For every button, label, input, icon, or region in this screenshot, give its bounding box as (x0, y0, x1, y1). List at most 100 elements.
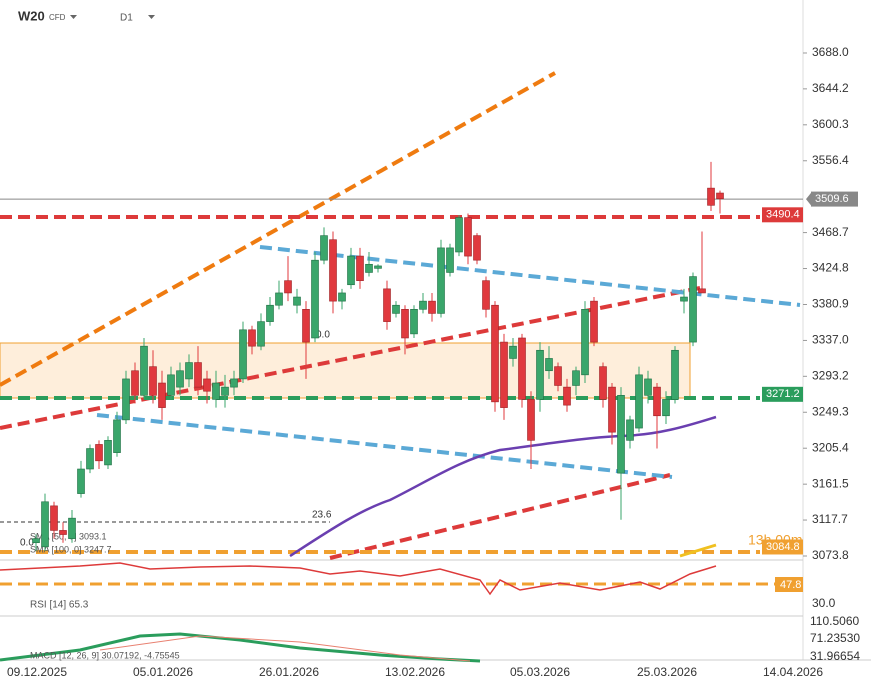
candle-body (311, 259, 319, 339)
y-tick-label: 3688.0 (812, 45, 849, 59)
candle-body (689, 276, 697, 343)
candle-body (257, 321, 265, 347)
rsi-label: RSI [14] 65.3 (30, 600, 89, 611)
y-tick-label: 3205.4 (812, 440, 849, 454)
candle-body (131, 370, 139, 396)
candle-body (599, 366, 607, 400)
candle-body (581, 309, 589, 376)
candle-body (563, 386, 571, 406)
candle-body (410, 309, 418, 335)
candle-body (446, 247, 454, 273)
macd-tick: 71.23530 (810, 631, 860, 645)
candle-body (617, 395, 625, 474)
low-line-badge-bg (762, 539, 803, 555)
candle-body (491, 304, 499, 403)
macd-line (0, 632, 481, 663)
candle-body (401, 309, 409, 339)
candle-body (95, 444, 103, 462)
timeframe[interactable]: D1 (120, 13, 133, 24)
candle-body (383, 288, 391, 322)
candle-body (275, 292, 283, 306)
support-badge: 3271.2 (766, 388, 800, 400)
candle-body (122, 378, 130, 421)
candle-body (284, 280, 292, 294)
moving-average (289, 415, 717, 558)
fib-label: 0.0 (316, 330, 330, 341)
candle-body (338, 292, 346, 302)
candle-body (41, 501, 49, 548)
candle-body (698, 288, 706, 294)
dropdown-arrow[interactable] (148, 15, 155, 19)
support-badge-bg (762, 386, 803, 402)
candle-body (482, 280, 490, 310)
candle-body (671, 349, 679, 400)
candle-body (455, 217, 463, 253)
candle-body (374, 265, 382, 269)
y-tick-label: 3644.2 (812, 81, 849, 95)
y-tick-label: 3117.7 (812, 512, 848, 526)
candle-body (248, 329, 256, 347)
candle-body (527, 399, 535, 441)
macd-tick: 31.96654 (810, 649, 860, 663)
x-tick-label: 25.03.2026 (637, 665, 697, 679)
trendline (329, 473, 671, 560)
resistance-badge-bg (762, 207, 803, 223)
candle-body (176, 370, 184, 388)
candle-body (365, 263, 373, 273)
y-tick-label: 3380.9 (812, 297, 849, 311)
y-tick-label: 3293.2 (812, 368, 849, 382)
x-tick-label: 13.02.2026 (385, 665, 445, 679)
candle-body (77, 468, 85, 494)
candle-body (392, 304, 400, 314)
x-tick-label: 05.03.2026 (510, 665, 570, 679)
candle-body (158, 382, 166, 408)
candle-body (113, 419, 121, 453)
candle-body (149, 366, 157, 396)
candle-body (347, 255, 355, 286)
fib-label: 0.0 (20, 538, 34, 549)
moving-average (679, 543, 717, 558)
candle-body (473, 235, 481, 261)
y-tick-label: 3337.0 (812, 333, 849, 347)
candle-body (428, 300, 436, 314)
candle-body (653, 386, 661, 417)
candle-body (536, 349, 544, 400)
candle-body (716, 192, 724, 200)
macd-label: MACD [12, 26, 9] 30.07192, -4.75545 (30, 650, 180, 660)
dropdown-arrow[interactable] (70, 15, 77, 19)
candle-body (554, 366, 562, 386)
candle-body (572, 370, 580, 386)
y-tick-label: 3424.8 (812, 261, 849, 275)
candle-body (635, 374, 643, 429)
symbol[interactable]: W20 (18, 8, 45, 23)
candle-body (356, 255, 364, 281)
candle-body (680, 296, 688, 302)
candle-body (140, 345, 148, 396)
candle-body (419, 300, 427, 310)
resistance-badge: 3490.4 (766, 209, 800, 221)
candle-body (509, 345, 517, 359)
candle-body (230, 378, 238, 388)
x-tick-label: 14.04.2026 (763, 665, 823, 679)
x-tick-label: 05.01.2026 (133, 665, 193, 679)
macd-tick: 110.5060 (810, 614, 859, 628)
candle-body (644, 378, 652, 396)
badge-pointer (806, 191, 812, 207)
candle-body (302, 309, 310, 343)
candle-body (86, 448, 94, 470)
candle-body (590, 300, 598, 343)
x-tick-label: 09.12.2025 (7, 665, 67, 679)
candle-body (266, 304, 274, 322)
x-tick-label: 26.01.2026 (259, 665, 319, 679)
current-price-badge-bg (811, 191, 858, 207)
y-tick-label: 3161.5 (812, 476, 849, 490)
rsi-badge: 47.8 (780, 579, 801, 591)
y-tick-label: 3556.4 (812, 153, 849, 167)
candle-body (707, 187, 715, 206)
candle-body (608, 386, 616, 433)
y-tick-label: 3249.3 (812, 404, 849, 418)
low-line-badge: 3084.8 (766, 541, 800, 553)
candle-body (104, 440, 112, 466)
candle-body (500, 341, 508, 408)
